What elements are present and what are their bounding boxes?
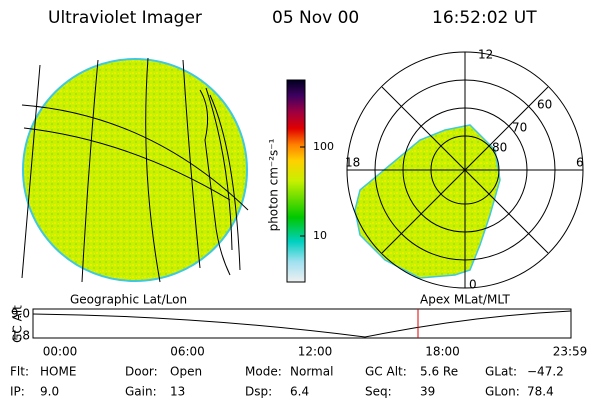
x-tick-label: 18:00 [425, 345, 460, 359]
mlt-label: 12 [478, 48, 493, 62]
field-label: GLon: [485, 385, 520, 399]
x-tick-label: 00:00 [43, 345, 78, 359]
x-tick-label: 06:00 [170, 345, 205, 359]
field-label: Gain: [125, 385, 157, 399]
latitude-label: 60 [537, 98, 552, 112]
field-label: Mode: [245, 365, 282, 379]
timeline-right-label: Apex MLat/MLT [420, 293, 510, 307]
x-tick-label: 23:59 [553, 345, 588, 359]
field-value: Normal [290, 365, 333, 379]
latitude-label: 70 [512, 121, 527, 135]
field-value: HOME [40, 365, 76, 379]
field-value: −47.2 [527, 365, 564, 379]
timeline-left-label: Geographic Lat/Lon [70, 293, 187, 307]
colorbar [286, 79, 306, 283]
date: 05 Nov 00 [272, 8, 359, 28]
title: Ultraviolet Imager [48, 8, 202, 28]
field-label: Door: [125, 365, 158, 379]
field-value: Open [170, 365, 202, 379]
mlt-label: 6 [576, 156, 584, 170]
y-tick-label: 9.0 [11, 307, 30, 321]
timeline-frame [32, 308, 572, 339]
colorbar-label: photon cm⁻²s⁻¹ [267, 138, 281, 231]
field-value: 9.0 [40, 385, 59, 399]
polar-plot [346, 51, 584, 289]
field-label: GC Alt: [365, 365, 407, 379]
field-value: 6.4 [290, 385, 309, 399]
mlt-label: 18 [345, 156, 360, 170]
y-tick-label: 1.8 [11, 329, 30, 343]
field-label: GLat: [485, 365, 517, 379]
time: 16:52:02 UT [432, 8, 537, 28]
altitude-curve [32, 310, 572, 338]
latitude-label: 80 [492, 141, 507, 155]
mlt-label: 0 [469, 278, 477, 292]
timeline-axis-label: GC Alt [11, 305, 25, 343]
field-value: 13 [170, 385, 185, 399]
field-label: Flt: [10, 365, 29, 379]
field-label: Seq: [365, 385, 392, 399]
field-label: IP: [10, 385, 25, 399]
field-value: 5.6 Re [420, 365, 458, 379]
field-value: 39 [420, 385, 435, 399]
field-label: Dsp: [245, 385, 272, 399]
field-value: 78.4 [527, 385, 554, 399]
geographic-image [21, 57, 249, 283]
x-tick-label: 12:00 [298, 345, 333, 359]
colorbar-tick-label: 10 [313, 229, 327, 242]
colorbar-tick-label: 100 [313, 140, 334, 153]
